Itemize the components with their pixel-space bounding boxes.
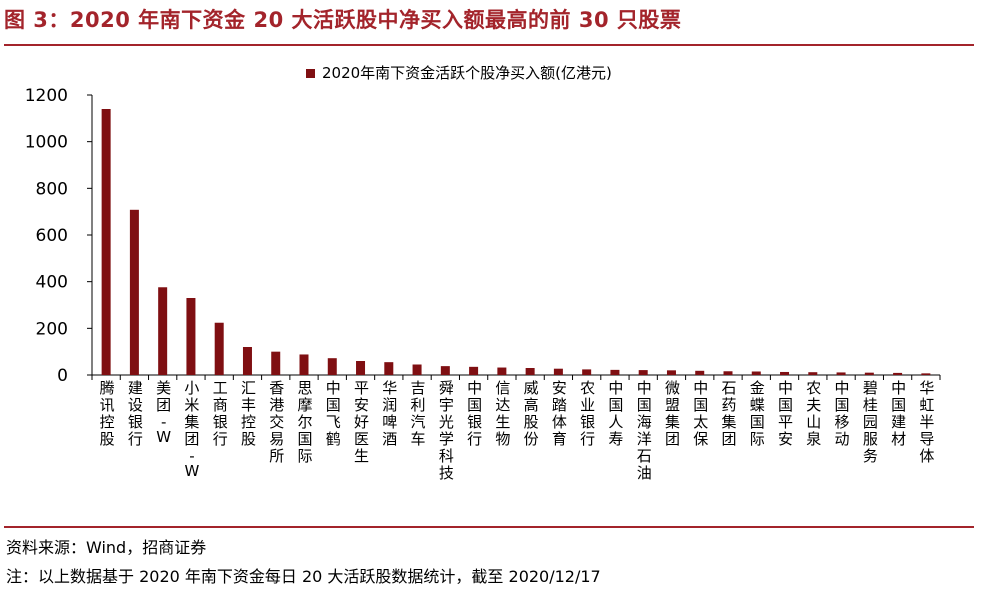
source-note: 资料来源：Wind，招商证券 (6, 538, 207, 557)
bar (101, 109, 111, 375)
bar (214, 322, 224, 375)
x-tick-label: 中国建材 (891, 379, 906, 448)
bar (129, 209, 139, 375)
x-tick-label: 思摩尔国际 (297, 379, 312, 465)
x-tick-label: 微盟集团 (665, 379, 680, 448)
bar (751, 371, 761, 375)
bar (242, 347, 252, 375)
bar (299, 354, 309, 375)
x-tick-label: 信达生物 (495, 379, 510, 448)
bar (864, 372, 874, 375)
x-tick-label: 石药集团 (721, 379, 736, 448)
y-axis: 0 200 400 600 800 1000 1200 (25, 86, 93, 386)
x-tick-label: 腾讯控股 (100, 379, 115, 448)
bar (158, 287, 168, 375)
y-tick-label: 800 (36, 179, 68, 199)
x-tick-label: 中国平安 (778, 379, 793, 448)
x-tick-label: 香港交易所 (269, 379, 284, 465)
x-tick-label: 吉利汽车 (411, 379, 426, 448)
y-tick-label: 200 (36, 319, 68, 339)
footer-divider (4, 526, 974, 528)
x-tick-label: 中国移动 (835, 379, 850, 448)
x-tick-label: 华润啤酒 (382, 379, 397, 448)
x-tick-label: 工商银行 (213, 379, 228, 448)
x-tick-label: 中国太保 (693, 379, 708, 448)
x-tick-label: 农业银行 (580, 379, 595, 448)
bar (893, 372, 903, 375)
x-tick-label: 农夫山泉 (806, 379, 821, 448)
bar (582, 369, 592, 375)
chart-legend: 2020年南下资金活跃个股净买入额(亿港元) (306, 64, 612, 82)
bar (327, 358, 337, 375)
bar (440, 366, 450, 375)
bar (384, 362, 394, 375)
y-tick-label: 0 (57, 366, 68, 386)
bar-series (101, 109, 931, 375)
footnote: 注：以上数据基于 2020 年南下资金每日 20 大活跃股数据统计，截至 202… (6, 567, 601, 586)
x-tick-label: 金蝶国际 (750, 379, 765, 448)
bar (638, 370, 648, 375)
bar (921, 373, 931, 375)
x-tick-label: 威高股份 (524, 379, 539, 448)
bar (412, 364, 422, 375)
bar (553, 368, 563, 375)
y-tick-label: 1200 (25, 86, 68, 106)
x-tick-label: 碧桂园服务 (863, 379, 878, 465)
x-tick-label: 平安好医生 (354, 379, 369, 465)
x-tick-label: 安踏体育 (552, 379, 567, 448)
legend-swatch (306, 69, 315, 78)
x-tick-label: 美团-W (156, 379, 171, 446)
x-tick-label: 中国海洋石油 (637, 379, 652, 482)
x-tick-label: 中国飞鹤 (326, 379, 341, 448)
bar (666, 370, 676, 375)
x-tick-label: 汇丰控股 (241, 379, 256, 448)
bar (723, 371, 733, 375)
bar (186, 298, 196, 375)
chart-title: 图 3：2020 年南下资金 20 大活跃股中净买入额最高的前 30 只股票 (4, 8, 682, 32)
x-tick-label: 华虹半导体 (919, 379, 934, 465)
title-divider (4, 44, 974, 46)
x-tick-label: 中国银行 (467, 379, 482, 448)
bar (271, 351, 281, 375)
x-axis (91, 374, 941, 380)
x-tick-label: 建设银行 (128, 379, 143, 448)
x-tick-label: 小米集团-W (184, 379, 199, 480)
y-tick-label: 400 (36, 273, 68, 293)
bar (695, 370, 705, 375)
legend-label: 2020年南下资金活跃个股净买入额(亿港元) (322, 64, 612, 82)
bar (610, 369, 620, 375)
bar (836, 372, 846, 375)
bar (808, 372, 818, 375)
bar (356, 361, 366, 375)
x-tick-label: 中国人寿 (608, 379, 623, 448)
y-tick-label: 600 (36, 226, 68, 246)
x-tick-label: 舜宇光学科技 (439, 379, 454, 482)
bar (780, 371, 790, 375)
bar (525, 368, 535, 375)
bar (497, 367, 507, 375)
y-tick-label: 1000 (25, 133, 68, 153)
bar (469, 366, 479, 375)
bar-chart: 2020年南下资金活跃个股净买入额(亿港元) 0 200 400 600 800 1000… (25, 64, 941, 482)
